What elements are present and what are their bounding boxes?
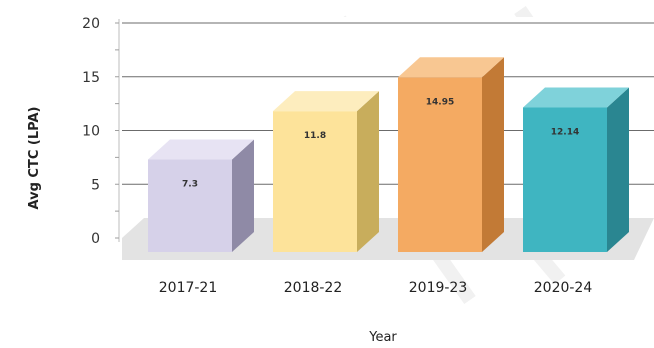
y-tick-label: 15: [82, 70, 100, 86]
floor-plane: [122, 218, 654, 260]
bars: 7.3 11.8 14.95 12.14: [148, 57, 629, 253]
x-tick-label: 2018-22: [284, 280, 343, 296]
data-label: 7.3: [182, 180, 198, 190]
y-axis-title: Avg CTC (LPA): [27, 107, 42, 210]
bar-top: [398, 57, 504, 78]
bar-side: [357, 91, 379, 253]
x-axis: 2017-21 2018-22 2019-23 2020-24: [159, 280, 593, 296]
x-tick-label: 2017-21: [159, 280, 218, 296]
y-tick-label: 10: [82, 124, 100, 140]
bar-top: [273, 91, 379, 112]
bar-2020-24: 12.14: [523, 87, 629, 253]
y-tick-label: 5: [91, 177, 100, 193]
bar-2019-23: 14.95: [398, 57, 504, 252]
chart-floor: [122, 218, 654, 260]
bar-2018-22: 11.8: [273, 91, 379, 253]
bar-top: [523, 87, 629, 108]
y-axis: 0 5 10 15 20: [82, 16, 120, 247]
data-label: 14.95: [426, 97, 454, 107]
y-tick-label: 20: [82, 16, 100, 32]
data-label: 12.14: [551, 127, 579, 137]
bar-front: [273, 111, 357, 253]
bar-front: [523, 107, 607, 253]
data-label: 11.8: [304, 131, 326, 141]
bar-side: [232, 139, 254, 252]
bar-side: [482, 57, 504, 252]
bar-front: [398, 77, 482, 252]
bar-top: [148, 139, 254, 160]
bar-2017-21: 7.3: [148, 139, 254, 252]
x-axis-title: Year: [368, 330, 397, 345]
x-tick-label: 2019-23: [409, 280, 468, 296]
y-tick-label: 0: [91, 231, 100, 247]
bar-front: [148, 159, 232, 252]
bar-side: [607, 87, 629, 253]
x-tick-label: 2020-24: [534, 280, 593, 296]
